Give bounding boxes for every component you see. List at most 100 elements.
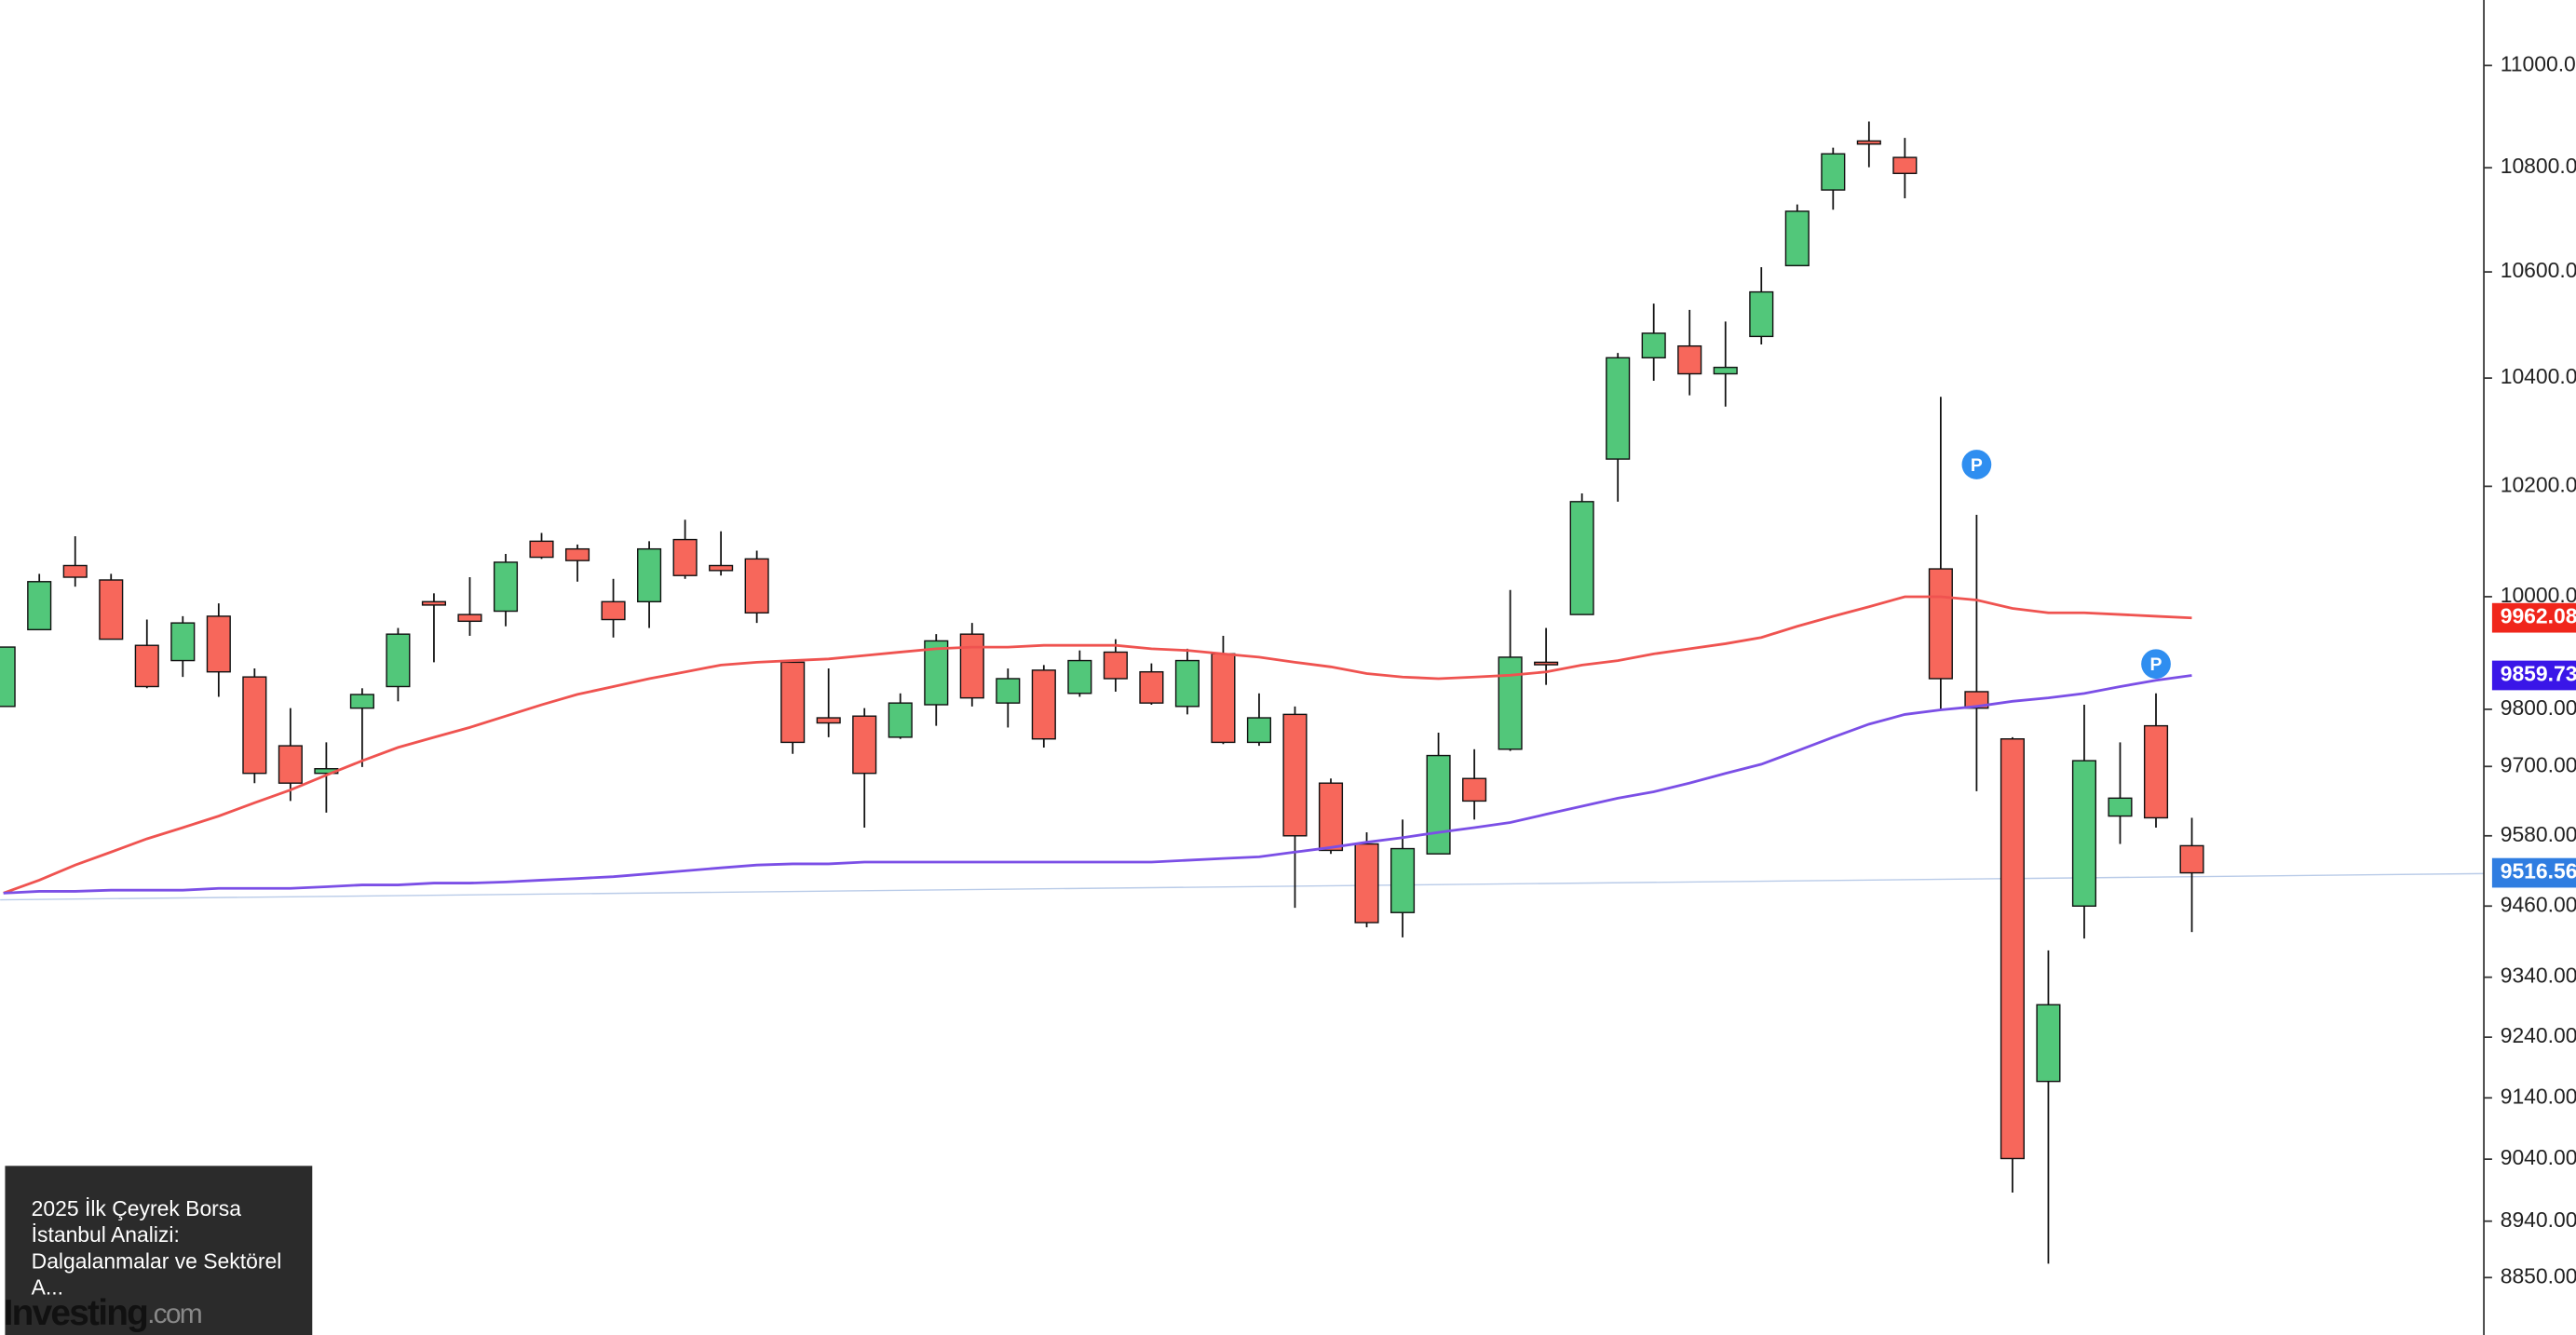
candle-body — [1856, 140, 1881, 145]
price-label-bg — [2491, 602, 2576, 633]
moving-average — [3, 674, 2192, 895]
candle-body — [1211, 653, 1236, 744]
candle-body — [134, 644, 159, 688]
overlay: 2025 İlk Çeyrek Borsa İstanbul Analizi: … — [4, 450, 2576, 1335]
candle-body — [62, 564, 88, 578]
candle-body — [0, 646, 16, 708]
candle-body — [637, 547, 662, 603]
candle-body — [1606, 357, 1631, 460]
moving-average — [3, 595, 2192, 895]
y-tick-label: 9140.00 — [2501, 1084, 2576, 1108]
candle-body — [2071, 760, 2097, 907]
candle-body — [170, 622, 196, 662]
candle-body — [1462, 777, 1487, 802]
last-price-line — [0, 872, 2485, 901]
candle-body — [529, 540, 554, 559]
y-tick-label: 9700.00 — [2501, 752, 2576, 776]
candle-body — [1067, 659, 1092, 694]
candle-body — [457, 614, 482, 623]
candle-body — [816, 717, 841, 724]
candle-body — [2179, 844, 2204, 874]
candle-body — [1103, 651, 1128, 680]
candle-body — [672, 538, 698, 576]
candle-body — [2036, 1004, 2061, 1083]
candle-body — [852, 715, 877, 775]
candle-body — [888, 702, 913, 738]
logo-brand-text: Investing — [4, 1293, 147, 1333]
candle-body — [1892, 156, 1918, 174]
logo-brand: Investing.com — [4, 1293, 201, 1333]
candle-body — [1534, 661, 1559, 666]
caption-line: A... — [32, 1275, 63, 1300]
candle-body — [2108, 797, 2133, 817]
y-tick-label: 10000.00 — [2501, 583, 2576, 607]
candle-body — [1749, 290, 1774, 338]
candle-body — [1318, 782, 1344, 852]
candle-body — [1713, 366, 1738, 375]
y-tick-label: 10600.00 — [2501, 258, 2576, 282]
caption-box — [5, 1166, 313, 1335]
event-marker-label: P — [2150, 654, 2162, 675]
candle-body — [924, 640, 949, 706]
y-tick-label: 9580.00 — [2501, 822, 2576, 846]
candle-body — [1569, 501, 1594, 615]
candle-body — [1354, 843, 1379, 924]
y-tick-label: 9340.00 — [2501, 964, 2576, 988]
candle-body — [1964, 691, 1989, 709]
price-label: 9962.08 — [2501, 604, 2576, 628]
candle-body — [2143, 724, 2169, 819]
y-tick-label: 9240.00 — [2501, 1023, 2576, 1047]
candle-body — [99, 579, 124, 641]
candle-body — [1426, 754, 1451, 855]
event-marker — [1961, 450, 1992, 479]
candle-body — [1031, 669, 1056, 740]
caption-line: İstanbul Analizi: — [32, 1222, 180, 1247]
candle-body — [421, 600, 446, 606]
caption-line: Dalgalanmalar ve Sektörel — [32, 1248, 282, 1273]
event-marker-label: P — [1971, 455, 1983, 476]
candle-body — [386, 633, 411, 688]
candle-body — [601, 600, 626, 621]
candle-body — [1641, 332, 1666, 358]
price-label-bg — [2491, 660, 2576, 691]
candle-body — [349, 694, 374, 709]
y-tick-label: 9040.00 — [2501, 1145, 2576, 1169]
event-marker — [2141, 649, 2171, 680]
candle-body — [1928, 568, 1953, 680]
candle-body — [1784, 210, 1810, 267]
plot: 11000.00 10800.00 10600.00 10400.00 10200.00… — [0, 51, 2576, 1288]
candle-body — [493, 561, 519, 613]
caption-line: 2025 İlk Çeyrek Borsa — [32, 1196, 242, 1220]
candle-body — [780, 661, 806, 744]
y-tick-label: 8940.00 — [2501, 1207, 2576, 1232]
candle-body — [1282, 713, 1308, 837]
y-tick-label: 9800.00 — [2501, 695, 2576, 720]
y-tick-label: 11000.00 — [2501, 51, 2576, 75]
y-tick-label: 10200.00 — [2501, 472, 2576, 496]
candle-body — [709, 564, 734, 572]
candle-body — [2000, 738, 2025, 1160]
y-tick-label: 9460.00 — [2501, 892, 2576, 916]
candle-body — [27, 581, 52, 631]
candle-body — [206, 615, 231, 673]
logo-suffix: .com — [147, 1299, 201, 1329]
candle-body — [1246, 717, 1272, 744]
candle-body — [959, 633, 984, 699]
candle-body — [1139, 670, 1164, 704]
candle-body — [1174, 659, 1200, 708]
candle-body — [1498, 656, 1523, 750]
candle-body — [278, 745, 303, 784]
y-tick-label: 10800.00 — [2501, 154, 2576, 178]
candle-body — [1821, 153, 1846, 191]
candle-body — [242, 676, 267, 775]
candle-body — [996, 678, 1021, 704]
candle-body — [1677, 344, 1702, 375]
price-label: 9859.73 — [2501, 662, 2576, 686]
candle-body — [744, 558, 769, 614]
candle-body — [564, 547, 590, 561]
y-tick-label: 8850.00 — [2501, 1263, 2576, 1288]
price-label-bg — [2491, 857, 2576, 888]
price-label: 9516.56 — [2501, 859, 2576, 883]
